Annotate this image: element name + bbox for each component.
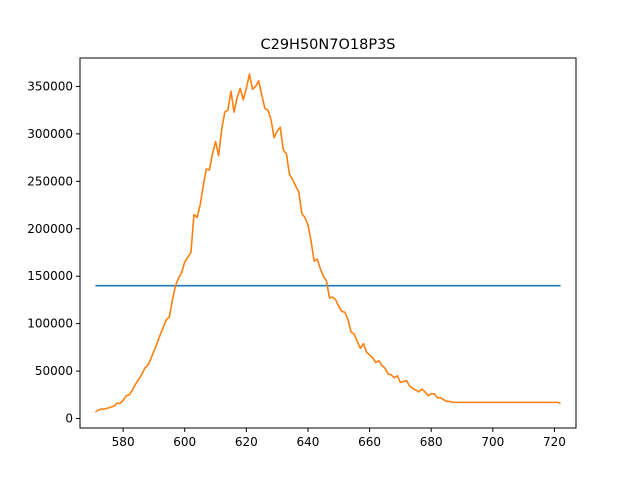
y-tick-label: 300000 bbox=[27, 127, 73, 141]
y-tick-label: 200000 bbox=[27, 222, 73, 236]
x-tick-label: 680 bbox=[420, 435, 443, 449]
x-tick-label: 700 bbox=[481, 435, 504, 449]
y-tick-label: 150000 bbox=[27, 269, 73, 283]
chart-title: C29H50N7O18P3S bbox=[260, 37, 395, 53]
x-tick-label: 660 bbox=[358, 435, 381, 449]
plot-area bbox=[94, 73, 561, 413]
y-tick-label: 0 bbox=[65, 412, 73, 426]
x-tick-label: 620 bbox=[235, 435, 258, 449]
x-tick-label: 640 bbox=[297, 435, 320, 449]
axes-frame bbox=[79, 57, 577, 429]
y-tick-label: 50000 bbox=[35, 364, 73, 378]
y-tick-label: 250000 bbox=[27, 174, 73, 188]
x-tick-label: 600 bbox=[173, 435, 196, 449]
x-tick-label: 720 bbox=[543, 435, 566, 449]
series-line-2 bbox=[94, 73, 561, 413]
y-tick-label: 350000 bbox=[27, 79, 73, 93]
x-tick-label: 580 bbox=[112, 435, 135, 449]
x-axis: 580 600 620 640 660 680 700 720 bbox=[112, 428, 566, 449]
y-axis: 0 50000 100000 150000 200000 250000 300000 3500… bbox=[27, 79, 80, 426]
y-tick-label: 100000 bbox=[27, 317, 73, 331]
